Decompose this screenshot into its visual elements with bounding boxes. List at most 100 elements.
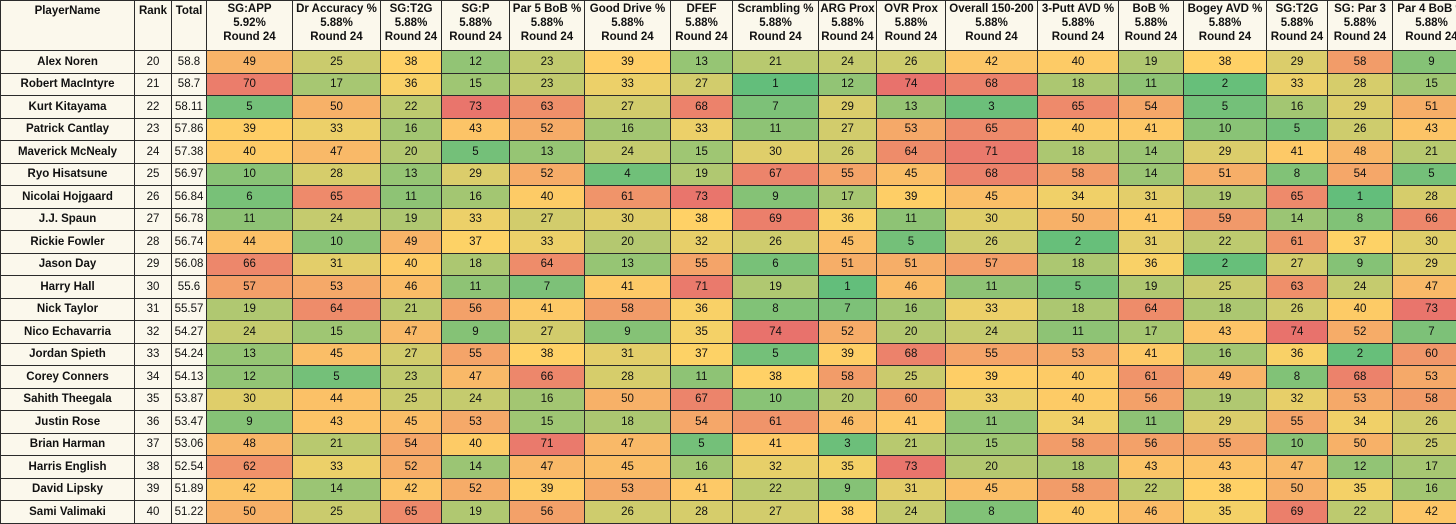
stat-cell: 47 — [380, 320, 442, 344]
table-row[interactable]: Nico Echavarria 32 54.27 24 15 47 9 27 9 35 74 52 20… — [0, 320, 1456, 344]
stat-cell: 34 — [1037, 185, 1119, 209]
column-header[interactable]: SG:T2G 5.88% Round 24 — [380, 0, 442, 51]
stat-cell: 41 — [1118, 207, 1184, 231]
stat-cell: 47 — [292, 140, 381, 164]
stat-cell: 15 — [292, 320, 381, 344]
stat-cell: 26 — [945, 230, 1038, 254]
stat-cell: 14 — [1266, 207, 1328, 231]
stat-cell: 52 — [509, 162, 585, 186]
stat-cell: 47 — [1266, 455, 1328, 479]
column-header-label: PlayerName — [34, 5, 101, 17]
table-row[interactable]: J.J. Spaun 27 56.78 11 24 19 33 27 30 38 69 36 11 30 5… — [0, 207, 1456, 231]
table-row[interactable]: Jason Day 29 56.08 66 31 40 18 64 13 55 6 51 51 57 18 3… — [0, 252, 1456, 276]
stat-cell: 10 — [292, 230, 381, 254]
stat-cell: 18 — [584, 410, 671, 434]
stat-cell: 39 — [206, 117, 293, 141]
table-row[interactable]: Sahith Theegala 35 53.87 30 44 25 24 16 50 67 10 20… — [0, 387, 1456, 411]
column-header[interactable]: Scrambling % 5.88% Round 24 — [732, 0, 819, 51]
stat-cell: 2 — [1183, 72, 1267, 96]
column-header[interactable]: SG: Par 3 5.88% Round 24 — [1327, 0, 1393, 51]
table-row[interactable]: Nick Taylor 31 55.57 19 64 21 56 41 58 36 8 7 16 33 18… — [0, 297, 1456, 321]
stat-cell: 65 — [292, 185, 381, 209]
table-row[interactable]: Corey Conners 34 54.13 12 5 23 47 66 28 11 38 58 25 3… — [0, 365, 1456, 389]
column-header-weight: 5.88% — [894, 17, 928, 29]
stat-cell: 13 — [584, 252, 671, 276]
stat-cell: 46 — [876, 275, 946, 299]
stat-cell: 33 — [509, 230, 585, 254]
rank-cell: 28 — [134, 230, 172, 254]
stat-cell: 47 — [441, 365, 510, 389]
column-header[interactable]: BoB % 5.88% Round 24 — [1118, 0, 1184, 51]
stat-cell: 24 — [1327, 275, 1393, 299]
column-header-sub: Round 24 — [749, 31, 802, 43]
column-header[interactable]: SG:APP 5.92% Round 24 — [206, 0, 293, 51]
table-row[interactable]: Justin Rose 36 53.47 9 43 45 53 15 18 54 61 46 41 11 3… — [0, 410, 1456, 434]
stat-cell: 24 — [945, 320, 1038, 344]
table-row[interactable]: Harry Hall 30 55.6 57 53 46 11 7 41 71 19 1 46 11 5 19 2… — [0, 275, 1456, 299]
stat-cell: 47 — [584, 432, 671, 456]
stat-cell: 42 — [1392, 500, 1456, 524]
stat-cell: 32 — [732, 455, 819, 479]
stat-cell: 9 — [732, 185, 819, 209]
table-row[interactable]: Maverick McNealy 24 57.38 40 47 20 5 13 24 15 30 26… — [0, 140, 1456, 164]
stat-cell: 5 — [1183, 95, 1267, 119]
total-cell: 56.74 — [171, 230, 207, 254]
stat-cell: 66 — [206, 252, 293, 276]
table-row[interactable]: Patrick Cantlay 23 57.86 39 33 16 43 52 16 33 11 27… — [0, 117, 1456, 141]
player-name-cell: Nico Echavarria — [0, 320, 135, 344]
stat-cell: 43 — [292, 410, 381, 434]
stat-cell: 24 — [441, 387, 510, 411]
player-name-cell: Nick Taylor — [0, 297, 135, 321]
column-header[interactable]: DFEF 5.88% Round 24 — [670, 0, 733, 51]
rank-cell: 33 — [134, 342, 172, 366]
column-header[interactable]: SG:P 5.88% Round 24 — [441, 0, 510, 51]
stat-cell: 31 — [876, 477, 946, 501]
column-header[interactable]: Good Drive % 5.88% Round 24 — [584, 0, 671, 51]
stat-cell: 60 — [1392, 342, 1456, 366]
column-header[interactable]: ARG Prox 5.88% Round 24 — [818, 0, 877, 51]
stat-cell: 21 — [1392, 140, 1456, 164]
column-header[interactable]: Par 4 BoB % 5.88% Round 24 — [1392, 0, 1456, 51]
stat-cell: 43 — [1183, 455, 1267, 479]
stat-cell: 40 — [380, 252, 442, 276]
table-row[interactable]: Harris English 38 52.54 62 33 52 14 47 45 16 32 35 7… — [0, 455, 1456, 479]
stat-cell: 56 — [509, 500, 585, 524]
stat-cell: 24 — [206, 320, 293, 344]
table-row[interactable]: Ryo Hisatsune 25 56.97 10 28 13 29 52 4 19 67 55 45 6… — [0, 162, 1456, 186]
player-name-cell: Maverick McNealy — [0, 140, 135, 164]
total-cell: 58.7 — [171, 72, 207, 96]
table-row[interactable]: Brian Harman 37 53.06 48 21 54 40 71 47 5 41 3 21 15 5… — [0, 432, 1456, 456]
column-header[interactable]: SG:T2G 5.88% Round 24 — [1266, 0, 1328, 51]
column-header[interactable]: Total — [171, 0, 207, 51]
stat-cell: 38 — [509, 342, 585, 366]
table-row[interactable]: Nicolai Hojgaard 26 56.84 6 65 11 16 40 61 73 9 17 3… — [0, 185, 1456, 209]
stat-cell: 45 — [945, 477, 1038, 501]
column-header[interactable]: OVR Prox 5.88% Round 24 — [876, 0, 946, 51]
column-header[interactable]: Rank — [134, 0, 172, 51]
table-row[interactable]: Alex Noren 20 58.8 49 25 38 12 23 39 13 21 24 26 42 40… — [0, 50, 1456, 74]
stat-cell: 73 — [1392, 297, 1456, 321]
table-row[interactable]: Kurt Kitayama 22 58.11 5 50 22 73 63 27 68 7 29 13 3 6… — [0, 95, 1456, 119]
table-row[interactable]: Rickie Fowler 28 56.74 44 10 49 37 33 20 32 26 45 5 2… — [0, 230, 1456, 254]
column-header-weight: 5.88% — [975, 17, 1008, 29]
stat-cell: 8 — [1327, 207, 1393, 231]
stat-cell: 41 — [876, 410, 946, 434]
table-row[interactable]: Robert MacIntyre 21 58.7 70 17 36 15 23 33 27 1 12 7… — [0, 72, 1456, 96]
table-row[interactable]: David Lipsky 39 51.89 42 14 42 52 39 53 41 22 9 31 45… — [0, 477, 1456, 501]
table-row[interactable]: Jordan Spieth 33 54.24 13 45 27 55 38 31 37 5 39 68 5… — [0, 342, 1456, 366]
column-header[interactable]: Dr Accuracy % 5.88% Round 24 — [292, 0, 381, 51]
stat-cell: 56 — [441, 297, 510, 321]
column-header[interactable]: PlayerName — [0, 0, 135, 51]
stat-cell: 45 — [876, 162, 946, 186]
column-header[interactable]: Overall 150-200 5.88% Round 24 — [945, 0, 1038, 51]
total-cell: 52.54 — [171, 455, 207, 479]
stat-cell: 61 — [732, 410, 819, 434]
stat-cell: 6 — [206, 185, 293, 209]
column-header[interactable]: 3-Putt AVD % 5.88% Round 24 — [1037, 0, 1119, 51]
stat-cell: 43 — [1392, 117, 1456, 141]
stat-cell: 16 — [1266, 95, 1328, 119]
stat-cell: 50 — [206, 500, 293, 524]
column-header[interactable]: Bogey AVD % 5.88% Round 24 — [1183, 0, 1267, 51]
table-row[interactable]: Sami Valimaki 40 51.22 50 25 65 19 56 26 28 27 38 24… — [0, 500, 1456, 524]
column-header[interactable]: Par 5 BoB % 5.88% Round 24 — [509, 0, 585, 51]
